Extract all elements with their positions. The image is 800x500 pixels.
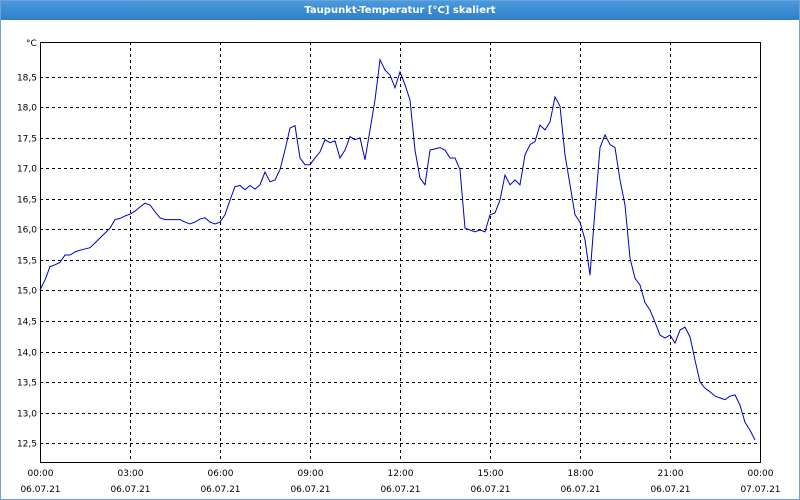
- x-tick-date: 07.07.21: [740, 485, 780, 495]
- x-tick-label: 15:00: [478, 469, 504, 479]
- y-tick-label: 14,0: [17, 349, 37, 359]
- x-tick-date: 06.07.21: [650, 485, 690, 495]
- y-tick-label: 18,5: [17, 74, 37, 84]
- y-tick-label: 16,0: [17, 226, 37, 236]
- x-tick-label: 03:00: [118, 469, 144, 479]
- y-unit: °C: [26, 39, 37, 49]
- data-line: [39, 57, 756, 441]
- x-tick-date: 06.07.21: [200, 485, 240, 495]
- y-tick-label: 16,5: [17, 196, 37, 206]
- x-tick-date: 06.07.21: [380, 485, 420, 495]
- x-tick-label: 12:00: [388, 469, 414, 479]
- x-tick-label: 00:00: [28, 469, 54, 479]
- chart: °C 12,5 13,0 13,5 14,0 14,5 15,0 15,5 16,0 16,5 1…: [17, 39, 781, 495]
- x-tick-label: 18:00: [568, 469, 594, 479]
- x-tick-date: 06.07.21: [110, 485, 150, 495]
- x-tick-date: 06.07.21: [290, 485, 330, 495]
- x-tick-date: 06.07.21: [470, 485, 510, 495]
- x-tick-date: 06.07.21: [560, 485, 600, 495]
- y-tick-label: 13,0: [17, 410, 37, 420]
- y-tick-label: 15,5: [17, 257, 37, 267]
- y-tick-label: 18,0: [17, 104, 37, 114]
- y-tick-label: 15,0: [17, 287, 37, 297]
- x-tick-date: 06.07.21: [20, 485, 60, 495]
- plot-border: [40, 42, 761, 463]
- y-tick-label: 13,5: [17, 379, 37, 389]
- x-tick-label: 06:00: [208, 469, 234, 479]
- x-tick-label: 00:00: [748, 469, 774, 479]
- y-tick-label: 17,5: [17, 135, 37, 145]
- title-bar: Taupunkt-Temperatur [°C] skaliert: [1, 1, 799, 20]
- y-tick-label: 14,5: [17, 318, 37, 328]
- y-tick-label: 17,0: [17, 165, 37, 175]
- x-tick-label: 21:00: [658, 469, 684, 479]
- y-tick-label: 12,5: [17, 440, 37, 450]
- x-tick-label: 09:00: [298, 469, 324, 479]
